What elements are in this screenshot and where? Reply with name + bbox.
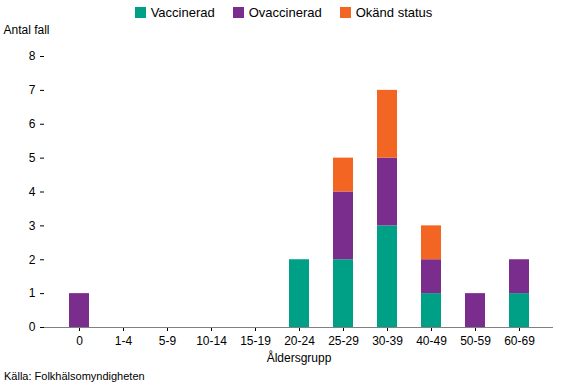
svg-text:0: 0 xyxy=(29,320,36,334)
svg-text:0: 0 xyxy=(76,334,83,348)
svg-text:6: 6 xyxy=(29,117,36,131)
html-text:Okänd status: Okänd status xyxy=(355,4,433,20)
svg-text:Åldersgrupp: Åldersgrupp xyxy=(267,350,332,365)
svg-text:25-29: 25-29 xyxy=(328,334,359,348)
svg-text:1-4: 1-4 xyxy=(115,334,133,348)
svg-text:3: 3 xyxy=(29,219,36,233)
html-text:Ovaccinerad: Ovaccinerad xyxy=(248,4,322,20)
html-text:Vaccinerad: Vaccinerad xyxy=(150,4,215,20)
html-text:Källa: Folkhälsomyndigheten: Källa: Folkhälsomyndigheten xyxy=(4,370,145,382)
svg-text:50-59: 50-59 xyxy=(460,334,491,348)
svg-text:7: 7 xyxy=(29,83,36,97)
svg-text:1: 1 xyxy=(29,286,36,300)
svg-text:40-49: 40-49 xyxy=(416,334,447,348)
svg-text:15-19: 15-19 xyxy=(240,334,271,348)
svg-text:5: 5 xyxy=(29,151,36,165)
svg-text:8: 8 xyxy=(29,49,36,63)
svg-text:20-24: 20-24 xyxy=(284,334,315,348)
svg-text:5-9: 5-9 xyxy=(159,334,177,348)
svg-text:Antal fall: Antal fall xyxy=(4,23,50,37)
svg-text:2: 2 xyxy=(29,253,36,267)
svg-text:10-14: 10-14 xyxy=(196,334,227,348)
svg-text:4: 4 xyxy=(29,185,36,199)
svg-text:60-69: 60-69 xyxy=(504,334,535,348)
svg-text:30-39: 30-39 xyxy=(372,334,403,348)
